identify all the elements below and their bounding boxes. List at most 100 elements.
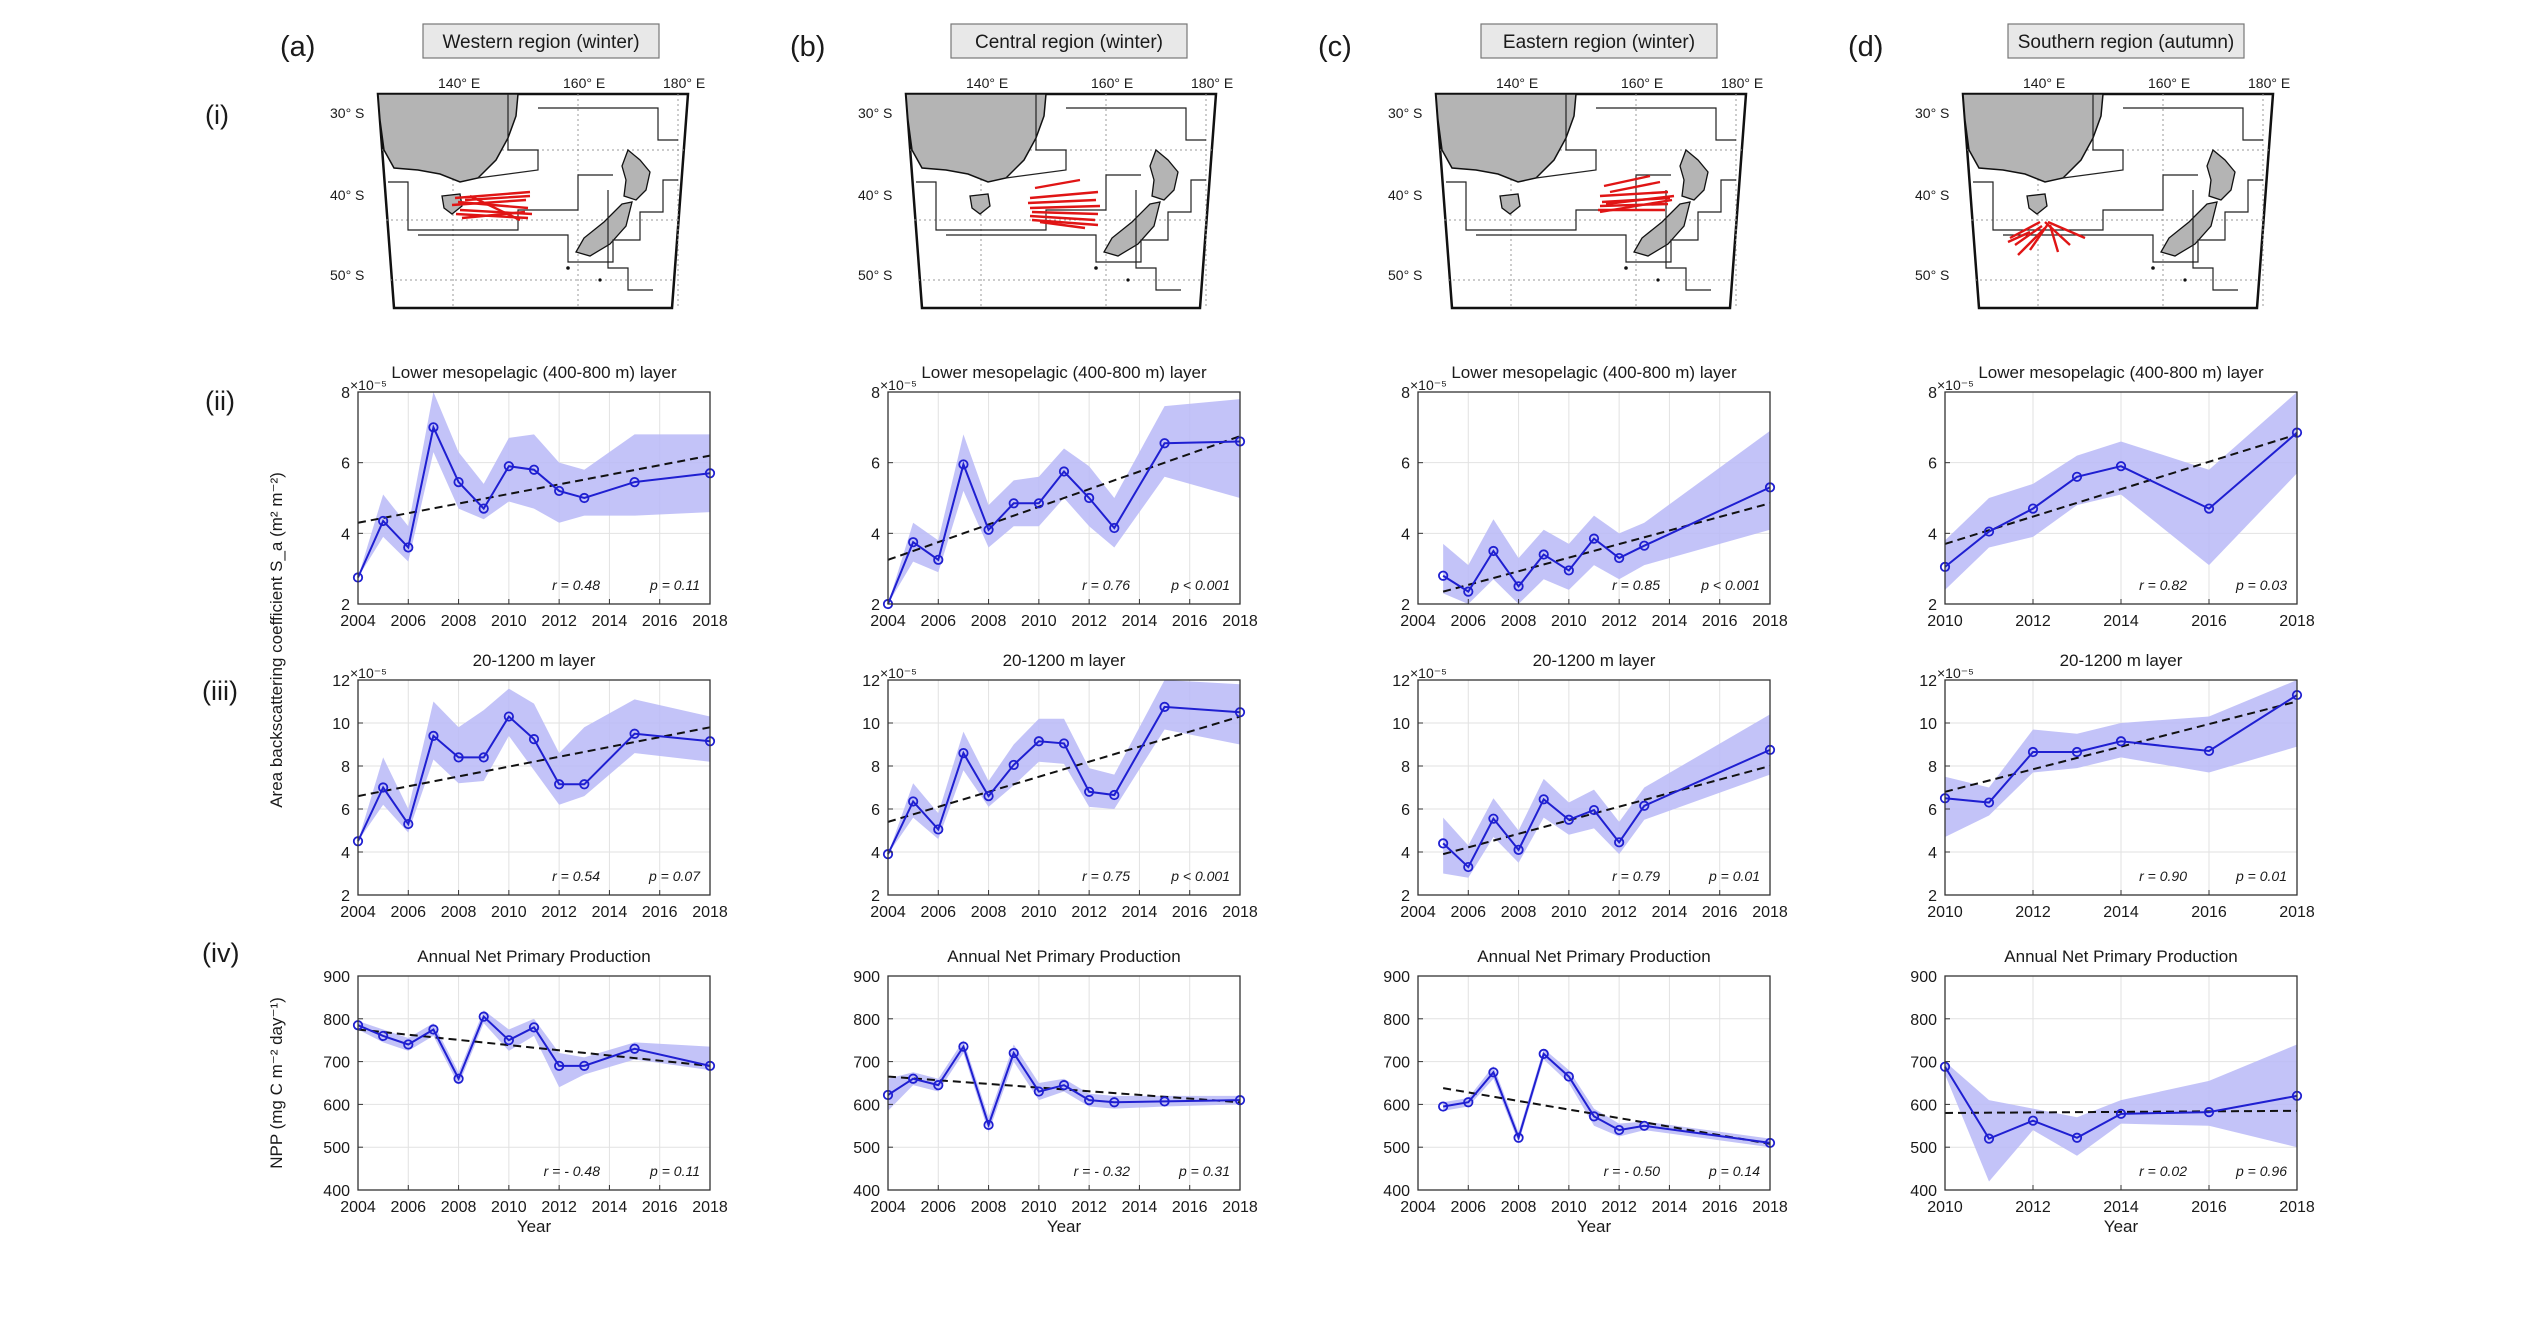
x-tick-label: 2012 [1071, 1199, 1107, 1216]
x-tick-label: 2010 [1927, 904, 1963, 921]
chart-title: Lower mesopelagic (400-800 m) layer [921, 363, 1207, 382]
r-statistic: r = 0.48 [552, 577, 600, 593]
data-point [908, 537, 919, 548]
new-zealand-north-island [2206, 148, 2236, 201]
acoustic-transect [2029, 223, 2049, 251]
data-point [1488, 813, 1499, 824]
data-point [1588, 804, 1600, 816]
acoustic-transect [1599, 198, 1673, 214]
y-tick-label: 800 [1910, 1012, 1937, 1029]
p-statistic: p = 0.31 [1178, 1163, 1230, 1179]
data-point [1463, 1097, 1474, 1108]
acoustic-transect [2047, 220, 2086, 240]
chart-title: 20-1200 m layer [1003, 651, 1126, 670]
x-tick-label: 2018 [1752, 904, 1788, 921]
x-tick-label: 2004 [870, 613, 906, 630]
series-line [357, 424, 711, 578]
data-point [579, 1060, 590, 1071]
x-tick-label: 2018 [1222, 613, 1258, 630]
r-statistic: r = - 0.50 [1604, 1163, 1661, 1179]
data-point [2027, 503, 2039, 514]
map-boundary [1665, 190, 1711, 291]
data-point [1058, 466, 1070, 477]
trend-line [1944, 433, 2298, 545]
p-statistic: p = 0.96 [2235, 1163, 2287, 1179]
longitude-label: 160° E [563, 75, 605, 91]
x-tick-label: 2016 [1172, 613, 1208, 630]
r-statistic: r = 0.76 [1082, 577, 1130, 593]
p-statistic: p < 0.001 [1170, 868, 1230, 884]
r-statistic: r = 0.82 [2139, 577, 2187, 593]
island-dot [598, 278, 602, 282]
y-tick-label: 10 [1392, 716, 1410, 733]
panel-letter: (b) [790, 31, 825, 63]
latitude-label: 40° S [330, 187, 364, 203]
x-tick-label: 2004 [1400, 904, 1436, 921]
data-point [908, 796, 919, 807]
y-tick-label: 6 [341, 802, 350, 819]
data-point [1058, 738, 1070, 749]
acoustic-transect [1031, 210, 1099, 216]
map-boundary [1476, 179, 1736, 263]
y-tick-label: 700 [1910, 1055, 1937, 1072]
data-point [1008, 759, 1019, 771]
panel-letter: (d) [1848, 31, 1883, 63]
x-tick-label: 2006 [390, 613, 426, 630]
chart-panel: 2010 2012 2014 2016 2018 400 500 600 700 800 900 An… [1910, 947, 2315, 1236]
data-point [2071, 471, 2083, 482]
plot-frame [1417, 679, 1771, 896]
plot-frame [357, 679, 711, 896]
p-statistic: p = 0.01 [1708, 868, 1760, 884]
data-point [1058, 1080, 1070, 1091]
chart-panel: 2010 2012 2014 2016 2018 2 4 6 8 Lower mesopelagi… [1927, 363, 2315, 630]
y-tick-label: 8 [871, 385, 880, 402]
x-tick-label: 2004 [340, 613, 376, 630]
data-point [958, 1041, 969, 1052]
y-tick-label: 400 [323, 1183, 350, 1200]
chart-title: Annual Net Primary Production [417, 947, 650, 966]
axis-exponent: ×10⁻⁵ [1937, 665, 1974, 681]
y-tick-label: 4 [1401, 845, 1410, 862]
new-zealand-south-island [2160, 201, 2218, 257]
x-tick-label: 2012 [2015, 1199, 2051, 1216]
panel-letter: (c) [1318, 31, 1352, 63]
x-tick-label: 2018 [2279, 1199, 2315, 1216]
data-point [554, 1060, 565, 1071]
data-point [403, 1039, 414, 1050]
data-point [1488, 545, 1499, 557]
data-point [1639, 1120, 1650, 1131]
map-boundary [1596, 107, 1736, 141]
y-tick-label: 500 [323, 1140, 350, 1157]
acoustic-transect [1031, 218, 1099, 227]
data-point [554, 485, 565, 497]
y-tick-label: 500 [1910, 1140, 1937, 1157]
latitude-label: 30° S [1915, 105, 1949, 121]
chart-panel: 2004 2006 2008 2010 2012 2014 2016 2018 2 4 6 8 10 12… [332, 651, 728, 921]
data-point [403, 818, 414, 830]
x-tick-label: 2004 [340, 904, 376, 921]
data-point [453, 752, 464, 763]
chart-panel: 2004 2006 2008 2010 2012 2014 2016 2018 400 500 60… [1383, 947, 1788, 1236]
x-tick-label: 2010 [1021, 904, 1057, 921]
x-tick-label: 2010 [1927, 1199, 1963, 1216]
p-statistic: p = 0.01 [2235, 868, 2287, 884]
series-line [1944, 694, 2298, 804]
plot-frame [357, 391, 711, 605]
y-tick-label: 8 [1401, 385, 1410, 402]
data-point [1109, 522, 1120, 534]
y-tick-label: 600 [1383, 1097, 1410, 1114]
x-tick-label: 2018 [692, 1199, 728, 1216]
longitude-label: 140° E [438, 75, 480, 91]
chart-title: Annual Net Primary Production [947, 947, 1180, 966]
axis-exponent: ×10⁻⁵ [1410, 665, 1447, 681]
longitude-label: 160° E [2148, 75, 2190, 91]
axis-exponent: ×10⁻⁵ [350, 665, 387, 681]
x-tick-label: 2012 [541, 1199, 577, 1216]
data-point [2027, 1115, 2039, 1126]
data-point [2071, 746, 2083, 758]
row-label: (ii) [205, 386, 235, 416]
y-tick-label: 12 [862, 673, 880, 690]
acoustic-transect [2014, 225, 2043, 246]
x-tick-label: 2016 [1702, 613, 1738, 630]
